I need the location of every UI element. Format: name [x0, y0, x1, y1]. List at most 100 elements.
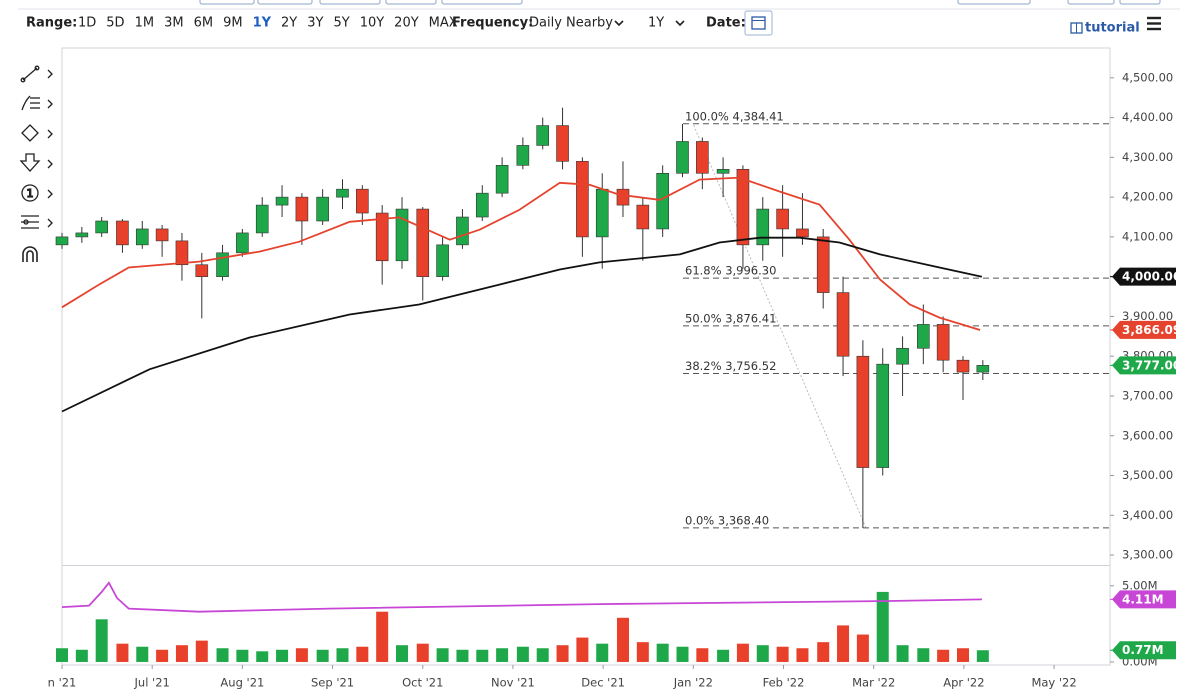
button[interactable] — [257, 0, 313, 5]
candle-body — [696, 141, 709, 174]
candle-body — [295, 196, 309, 222]
candle-body — [75, 232, 89, 238]
x-tick-label: Dec '21 — [581, 676, 625, 690]
price-label-box — [1112, 590, 1176, 609]
fib-tool[interactable] — [21, 95, 53, 111]
candle-body — [616, 188, 630, 206]
candle-body — [155, 228, 169, 242]
y-tick-label: 3,700.00 — [1122, 388, 1173, 402]
drawing-tools: 1 — [19, 65, 53, 262]
volume-bar — [956, 648, 969, 662]
candle-body — [436, 244, 449, 277]
volume-bar — [436, 648, 449, 662]
candle-body — [956, 359, 970, 373]
period-select[interactable]: 1Y — [648, 16, 664, 31]
y-tick-label: 4,400.00 — [1122, 110, 1173, 124]
volume-bar — [95, 619, 108, 662]
arrow-tool[interactable] — [19, 153, 53, 172]
candle-body — [116, 220, 129, 246]
candle-body — [336, 188, 349, 198]
candle-body — [375, 212, 389, 262]
range-button[interactable]: 1D — [78, 16, 96, 31]
volume-bar — [536, 648, 549, 662]
y-tick-label: 4,200.00 — [1122, 190, 1173, 204]
button[interactable] — [319, 0, 381, 5]
volume-bar — [276, 649, 289, 662]
line-tool[interactable] — [20, 65, 53, 83]
tutorial-text[interactable]: tutorial — [1085, 21, 1140, 36]
volume-bar — [376, 611, 389, 662]
candle-body — [576, 161, 589, 238]
candle-body — [676, 141, 689, 174]
range-button[interactable]: 20Y — [394, 16, 419, 31]
volume-bar — [876, 591, 889, 662]
volume-bar — [356, 646, 369, 662]
volume-bar — [216, 648, 229, 662]
volume-bar — [937, 649, 950, 662]
tutorial-link[interactable]: tutorial — [1070, 21, 1140, 36]
y-tick-label: 4,300.00 — [1122, 150, 1173, 164]
y-tick-label: 3,900.00 — [1122, 309, 1173, 323]
shape-tool[interactable] — [21, 124, 53, 142]
button[interactable] — [199, 0, 255, 5]
magnet-tool[interactable] — [22, 246, 38, 262]
x-tick-label: Sep '21 — [311, 676, 354, 690]
range-button[interactable]: 5D — [106, 16, 124, 31]
toolbar: Range: Frequency: Daily Nearby 1Y Date: … — [26, 10, 1161, 36]
range-button[interactable]: 2Y — [281, 16, 297, 31]
price-label: 4,000.06 — [1122, 270, 1180, 284]
fib-label: 100.0% 4,384.41 — [685, 109, 784, 123]
menu-icon[interactable] — [1147, 16, 1161, 31]
volume-bar — [896, 645, 909, 662]
volume-bar — [516, 646, 529, 662]
range-button[interactable]: 1M — [135, 16, 155, 31]
range-button[interactable]: 6M — [194, 16, 214, 31]
candle-body — [876, 363, 890, 468]
button[interactable] — [1067, 0, 1115, 5]
y-tick-label: 4,100.00 — [1122, 229, 1173, 243]
candle-body — [816, 236, 830, 293]
volume-bar — [917, 648, 930, 662]
price-label: 4.11M — [1122, 592, 1164, 606]
button[interactable] — [385, 0, 437, 5]
volume-bar — [175, 645, 188, 662]
x-tick-label: Jan '22 — [673, 676, 713, 690]
candle-body — [656, 172, 669, 230]
volume-bar — [976, 650, 989, 662]
volume-bar — [576, 637, 589, 662]
volume-bar — [636, 642, 649, 662]
volume-bar — [116, 643, 129, 662]
volume-bar — [837, 625, 850, 662]
button[interactable] — [957, 0, 1031, 5]
volume-bar — [676, 646, 689, 662]
frequency-select[interactable]: Daily Nearby — [529, 16, 613, 31]
x-tick-label: Aug '21 — [220, 676, 264, 690]
candle-body — [976, 365, 990, 373]
range-button[interactable]: 3M — [164, 16, 184, 31]
volume-bar — [75, 649, 88, 662]
top-buttons — [199, 0, 1161, 5]
candle-body — [416, 208, 430, 277]
volume-bar — [796, 648, 809, 662]
volume-average — [61, 581, 982, 613]
range-button[interactable]: 5Y — [333, 16, 349, 31]
note-tool[interactable] — [21, 184, 53, 202]
fib-trend — [692, 123, 867, 529]
candle-body — [236, 232, 249, 254]
range-button[interactable]: 9M — [223, 16, 243, 31]
range-button[interactable]: 1Y — [253, 16, 272, 31]
x-tick-label: Feb '22 — [763, 676, 805, 690]
range-button[interactable]: MAX — [429, 16, 458, 31]
measure-tool[interactable] — [21, 215, 53, 229]
candle-body — [776, 208, 789, 230]
date-button[interactable] — [744, 10, 773, 36]
button[interactable] — [1119, 0, 1161, 5]
range-button[interactable]: 3Y — [307, 16, 323, 31]
volume-bar — [817, 642, 830, 662]
range-button[interactable]: 10Y — [360, 16, 385, 31]
note-tool-number: 1 — [27, 187, 34, 200]
volume-bar — [396, 645, 409, 662]
volume-bar — [316, 649, 329, 662]
button[interactable] — [441, 0, 523, 5]
candle-body — [255, 204, 269, 234]
